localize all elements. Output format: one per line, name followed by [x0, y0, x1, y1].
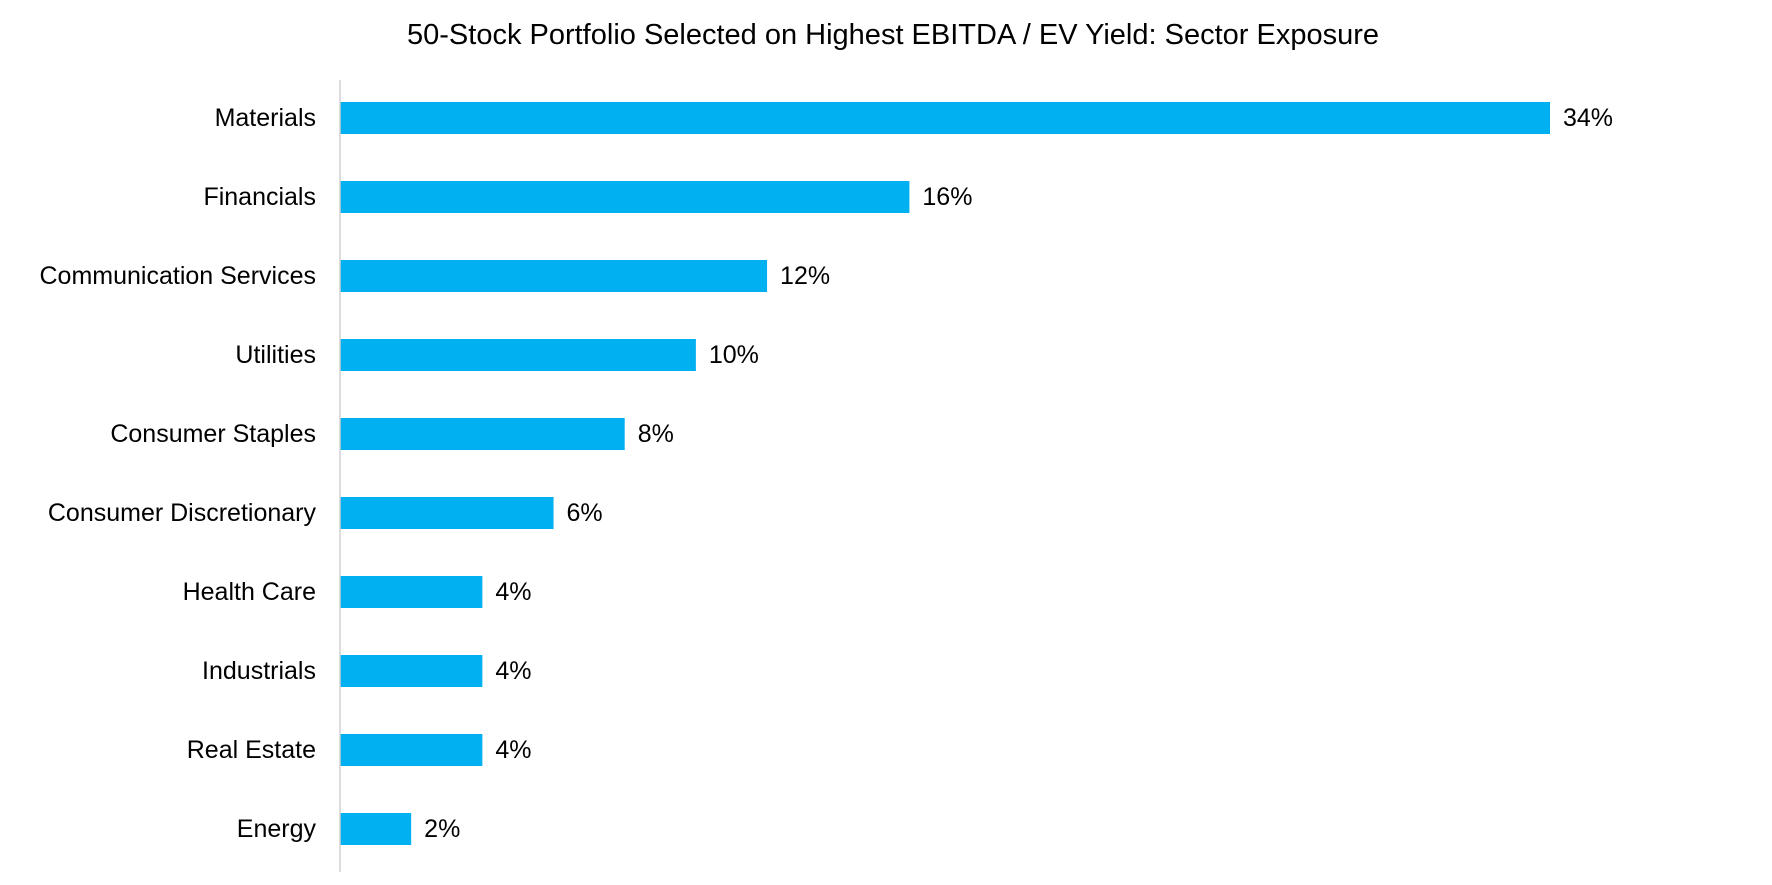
bar-5	[340, 497, 554, 529]
bar-6	[340, 576, 483, 608]
value-label-4: 8%	[638, 420, 674, 448]
value-label-6: 4%	[495, 578, 531, 606]
value-label-5: 6%	[567, 499, 603, 527]
category-label-6: Health Care	[183, 578, 316, 606]
category-label-2: Communication Services	[40, 262, 317, 290]
value-label-9: 2%	[424, 815, 460, 843]
category-labels-group: Materials Financials Communication Service…	[40, 104, 317, 843]
value-label-1: 16%	[922, 183, 972, 211]
category-label-8: Real Estate	[187, 736, 316, 764]
category-label-3: Utilities	[235, 341, 316, 369]
bar-2	[340, 260, 768, 292]
bars-group	[340, 102, 1550, 845]
category-label-5: Consumer Discretionary	[48, 499, 317, 527]
bar-8	[340, 734, 483, 766]
bar-4	[340, 418, 625, 450]
value-label-7: 4%	[495, 657, 531, 685]
value-label-8: 4%	[495, 736, 531, 764]
category-label-0: Materials	[215, 104, 316, 132]
value-label-3: 10%	[709, 341, 759, 369]
bar-7	[340, 655, 483, 687]
value-labels-group: 34% 16% 12% 10% 8% 6% 4% 4% 4% 2%	[424, 104, 1613, 843]
bar-3	[340, 339, 696, 371]
value-label-0: 34%	[1563, 104, 1613, 132]
value-label-2: 12%	[780, 262, 830, 290]
category-label-1: Financials	[203, 183, 316, 211]
category-label-4: Consumer Staples	[110, 420, 316, 448]
bar-9	[340, 813, 412, 845]
bar-1	[340, 181, 910, 213]
bar-0	[340, 102, 1550, 134]
category-label-7: Industrials	[202, 657, 316, 685]
category-label-9: Energy	[237, 815, 317, 843]
chart-title: 50-Stock Portfolio Selected on Highest E…	[407, 19, 1379, 51]
